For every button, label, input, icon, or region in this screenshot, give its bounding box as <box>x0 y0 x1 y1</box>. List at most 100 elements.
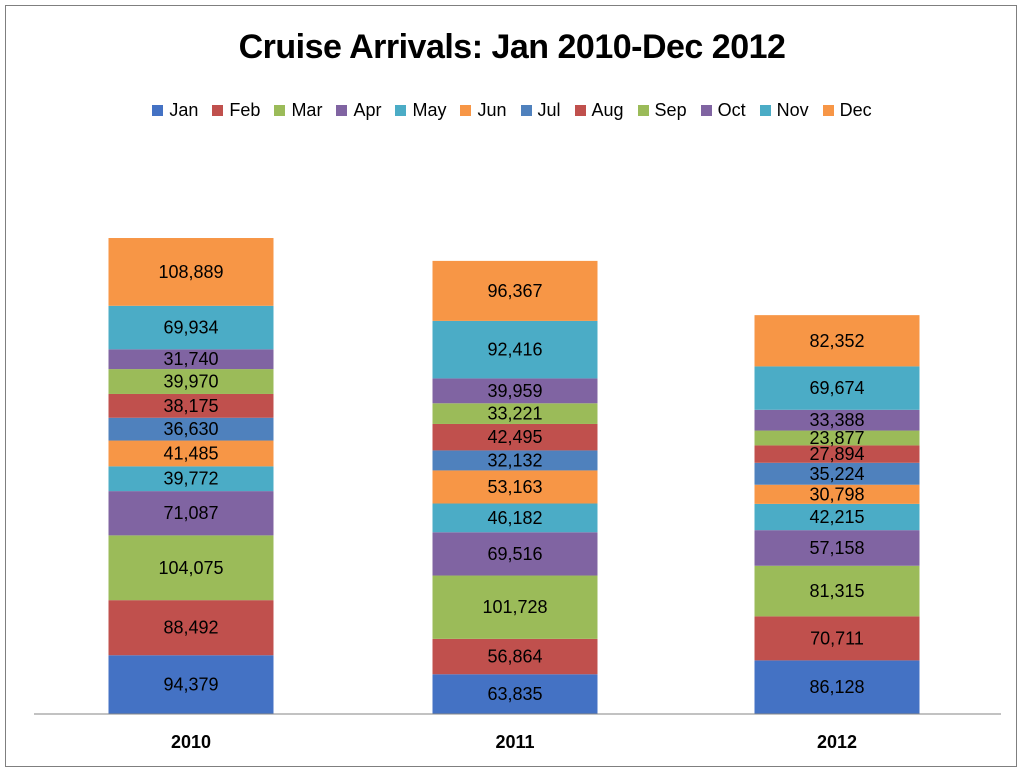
bar-segment-2010-nov <box>108 305 274 350</box>
data-label: 69,516 <box>487 544 542 564</box>
category-label-2012: 2012 <box>817 732 857 752</box>
data-label: 88,492 <box>163 618 218 638</box>
bar-segment-2011-jul <box>432 450 598 471</box>
legend-label: Aug <box>591 100 624 120</box>
data-label: 30,798 <box>809 484 864 504</box>
legend-swatch <box>460 105 472 116</box>
legend-swatch <box>637 105 649 116</box>
legend-label: Nov <box>776 100 809 120</box>
legend-swatch <box>759 105 771 116</box>
data-label: 39,772 <box>163 469 218 489</box>
data-label: 39,959 <box>487 381 542 401</box>
chart-frame: Cruise Arrivals: Jan 2010-Dec 2012 Jan Fe… <box>5 5 1017 767</box>
bar-segment-2011-may <box>432 503 598 533</box>
legend-swatch <box>152 105 164 116</box>
bar-segment-2011-mar <box>432 575 598 639</box>
data-label: 39,970 <box>163 372 218 392</box>
data-label: 42,495 <box>487 427 542 447</box>
bar-segment-2011-jun <box>432 470 598 504</box>
data-label: 23,877 <box>809 428 864 448</box>
bar-segment-2011-apr <box>432 532 598 576</box>
chart-title: Cruise Arrivals: Jan 2010-Dec 2012 <box>238 28 786 66</box>
bar-segment-2012-jul <box>754 462 920 485</box>
legend-label: Oct <box>717 100 746 120</box>
data-label: 104,075 <box>158 558 223 578</box>
data-label: 70,711 <box>810 628 864 648</box>
bar-segment-2011-sep <box>432 403 598 424</box>
data-label: 42,215 <box>809 507 864 527</box>
legend-label: Jun <box>477 100 507 120</box>
legend-item-oct: Oct <box>700 100 746 121</box>
category-label-2010: 2010 <box>171 732 211 752</box>
bar-segment-2012-dec <box>754 315 920 367</box>
data-label: 86,128 <box>809 677 864 697</box>
data-label: 53,163 <box>487 477 542 497</box>
bar-segment-2011-nov <box>432 320 598 379</box>
data-label: 81,315 <box>809 581 864 601</box>
legend-swatch <box>574 105 586 116</box>
legend-item-jan: Jan <box>152 100 198 121</box>
bar-segment-2012-sep <box>754 430 920 446</box>
bar-segment-2012-apr <box>754 530 920 566</box>
bar-segment-2012-jan <box>754 660 920 714</box>
plot-area: 94,379 88,492 104,075 71,087 39,772 41,485 36,… <box>34 238 1001 752</box>
bar-segment-2011-jan <box>432 674 598 714</box>
legend-label: May <box>412 100 447 120</box>
legend-swatch <box>274 105 286 116</box>
legend-label: Jul <box>537 100 561 120</box>
bar-segment-2012-jun <box>754 484 920 504</box>
data-label: 71,087 <box>163 503 218 523</box>
legend-label: Mar <box>291 100 323 120</box>
legend-item-dec: Dec <box>822 100 872 121</box>
bar-segment-2010-jun <box>108 440 274 467</box>
legend-item-may: May <box>395 100 446 121</box>
legend-swatch <box>212 105 224 116</box>
data-label: 27,894 <box>809 444 864 464</box>
data-label: 69,934 <box>163 318 218 338</box>
bar-segment-2012-aug <box>754 445 920 463</box>
bar-segment-2010-mar <box>108 535 274 601</box>
bar-segment-2011-aug <box>432 423 598 451</box>
legend-item-nov: Nov <box>759 100 809 121</box>
data-label: 96,367 <box>487 281 542 301</box>
legend-item-aug: Aug <box>574 100 624 121</box>
data-label: 63,835 <box>487 684 542 704</box>
data-label: 92,416 <box>487 340 542 360</box>
legend-swatch <box>336 105 348 116</box>
legend-label: Dec <box>839 100 872 120</box>
legend-label: Apr <box>353 100 382 120</box>
legend-label: Sep <box>654 100 687 120</box>
legend-swatch <box>395 105 407 116</box>
bar-segment-2010-jan <box>108 655 274 714</box>
category-label-2011: 2011 <box>495 732 534 752</box>
legend: Jan Feb Mar Apr May Jun Jul Aug Sep Oct Nov Dec <box>6 100 1018 121</box>
legend-item-jun: Jun <box>460 100 507 121</box>
data-label: 33,388 <box>809 410 864 430</box>
bar-segment-2012-mar <box>754 565 920 617</box>
bar-segment-2010-sep <box>108 369 274 394</box>
bar-segment-2010-dec <box>108 238 274 306</box>
data-label: 35,224 <box>809 464 864 484</box>
bar-segment-2012-feb <box>754 616 920 661</box>
data-label: 31,740 <box>163 349 218 369</box>
data-label: 69,674 <box>809 378 864 398</box>
legend-item-apr: Apr <box>336 100 381 121</box>
bar-segment-2010-feb <box>108 600 274 656</box>
bar-segment-2012-nov <box>754 366 920 410</box>
bar-segment-2010-apr <box>108 491 274 536</box>
data-label: 56,864 <box>487 647 542 667</box>
legend-item-mar: Mar <box>274 100 322 121</box>
bar-segment-2012-may <box>754 503 920 531</box>
bar-segment-2010-aug <box>108 393 274 418</box>
bar-segment-2011-oct <box>432 378 598 404</box>
data-label: 82,352 <box>809 331 864 351</box>
data-label: 38,175 <box>163 396 218 416</box>
data-label: 32,132 <box>487 450 542 470</box>
bar-segment-2010-jul <box>108 417 274 441</box>
bar-segment-2011-feb <box>432 638 598 675</box>
data-label: 101,728 <box>482 597 547 617</box>
data-label: 57,158 <box>809 538 864 558</box>
data-label: 46,182 <box>487 508 542 528</box>
legend-swatch <box>520 105 532 116</box>
legend-label: Jan <box>169 100 199 120</box>
